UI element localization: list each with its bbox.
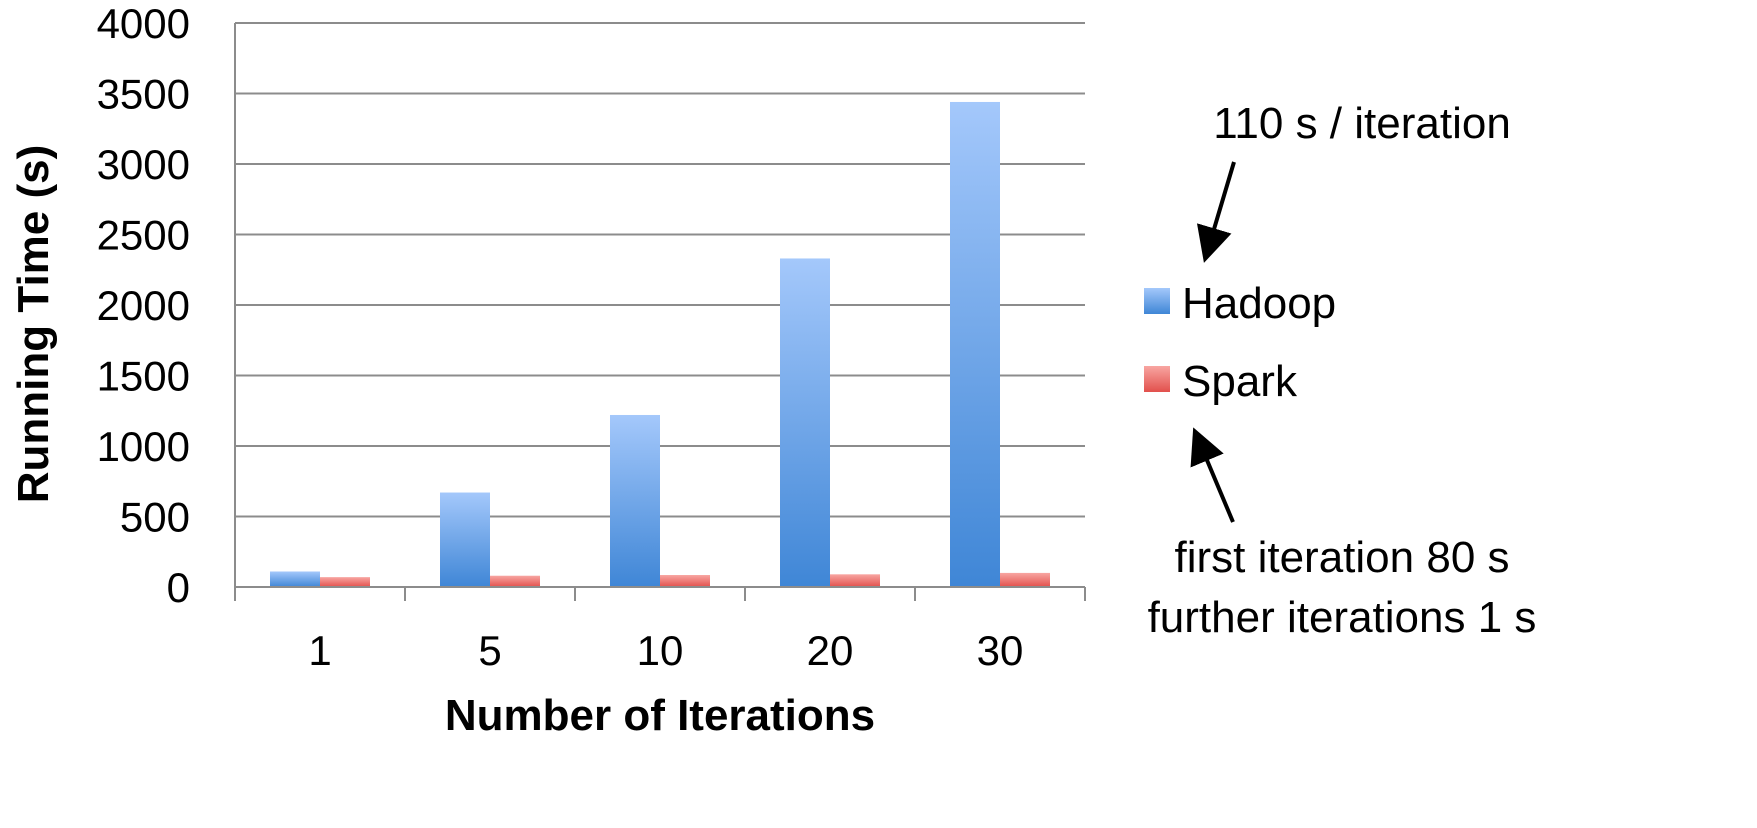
grid-lines <box>235 22 1085 518</box>
x-tick-label: 20 <box>807 627 854 674</box>
y-tick-label: 3500 <box>97 71 190 118</box>
y-axis-title: Running Time (s) <box>9 145 58 504</box>
y-tick-label: 4000 <box>97 0 190 47</box>
x-axis-title: Number of Iterations <box>445 691 875 740</box>
bar-hadoop-20 <box>780 258 830 587</box>
bar-hadoop-30 <box>950 101 1000 588</box>
bar-hadoop-10 <box>610 414 660 587</box>
annotation-spark-line2: further iterations 1 s <box>1148 593 1537 642</box>
x-tick-label: 5 <box>478 627 501 674</box>
arrow-spark <box>1190 427 1235 523</box>
bar-spark-10 <box>660 575 710 587</box>
y-tick-label: 500 <box>120 494 190 541</box>
bar-spark-1 <box>320 577 370 587</box>
y-tick-label: 3000 <box>97 141 190 188</box>
bar-spark-20 <box>830 574 880 587</box>
y-tick-label: 1500 <box>97 353 190 400</box>
legend-label-spark: Spark <box>1182 357 1298 406</box>
x-tick-label: 10 <box>637 627 684 674</box>
y-tick-label: 2500 <box>97 212 190 259</box>
x-tick-label: 1 <box>308 627 331 674</box>
bar-spark-30 <box>1000 572 1050 587</box>
legend-label-hadoop: Hadoop <box>1182 279 1336 328</box>
bar-spark-5 <box>490 575 540 587</box>
bar-hadoop-5 <box>440 492 490 587</box>
axes: 0 500 1000 1500 2000 2500 3000 3500 4000 1 5 10 20 30 <box>97 0 1086 674</box>
bar-hadoop-1 <box>270 571 320 587</box>
y-tick-label: 1000 <box>97 423 190 470</box>
legend-swatch-spark <box>1144 366 1170 392</box>
legend-swatch-hadoop <box>1144 288 1170 314</box>
annotation-hadoop: 110 s / iteration <box>1213 99 1511 148</box>
y-tick-label: 2000 <box>97 282 190 329</box>
legend: Hadoop Spark <box>1144 279 1336 406</box>
bars <box>270 101 1050 588</box>
x-tick-label: 30 <box>977 627 1024 674</box>
arrow-hadoop <box>1196 161 1236 263</box>
annotation-spark-line1: first iteration 80 s <box>1174 533 1509 582</box>
y-tick-label: 0 <box>167 564 190 611</box>
